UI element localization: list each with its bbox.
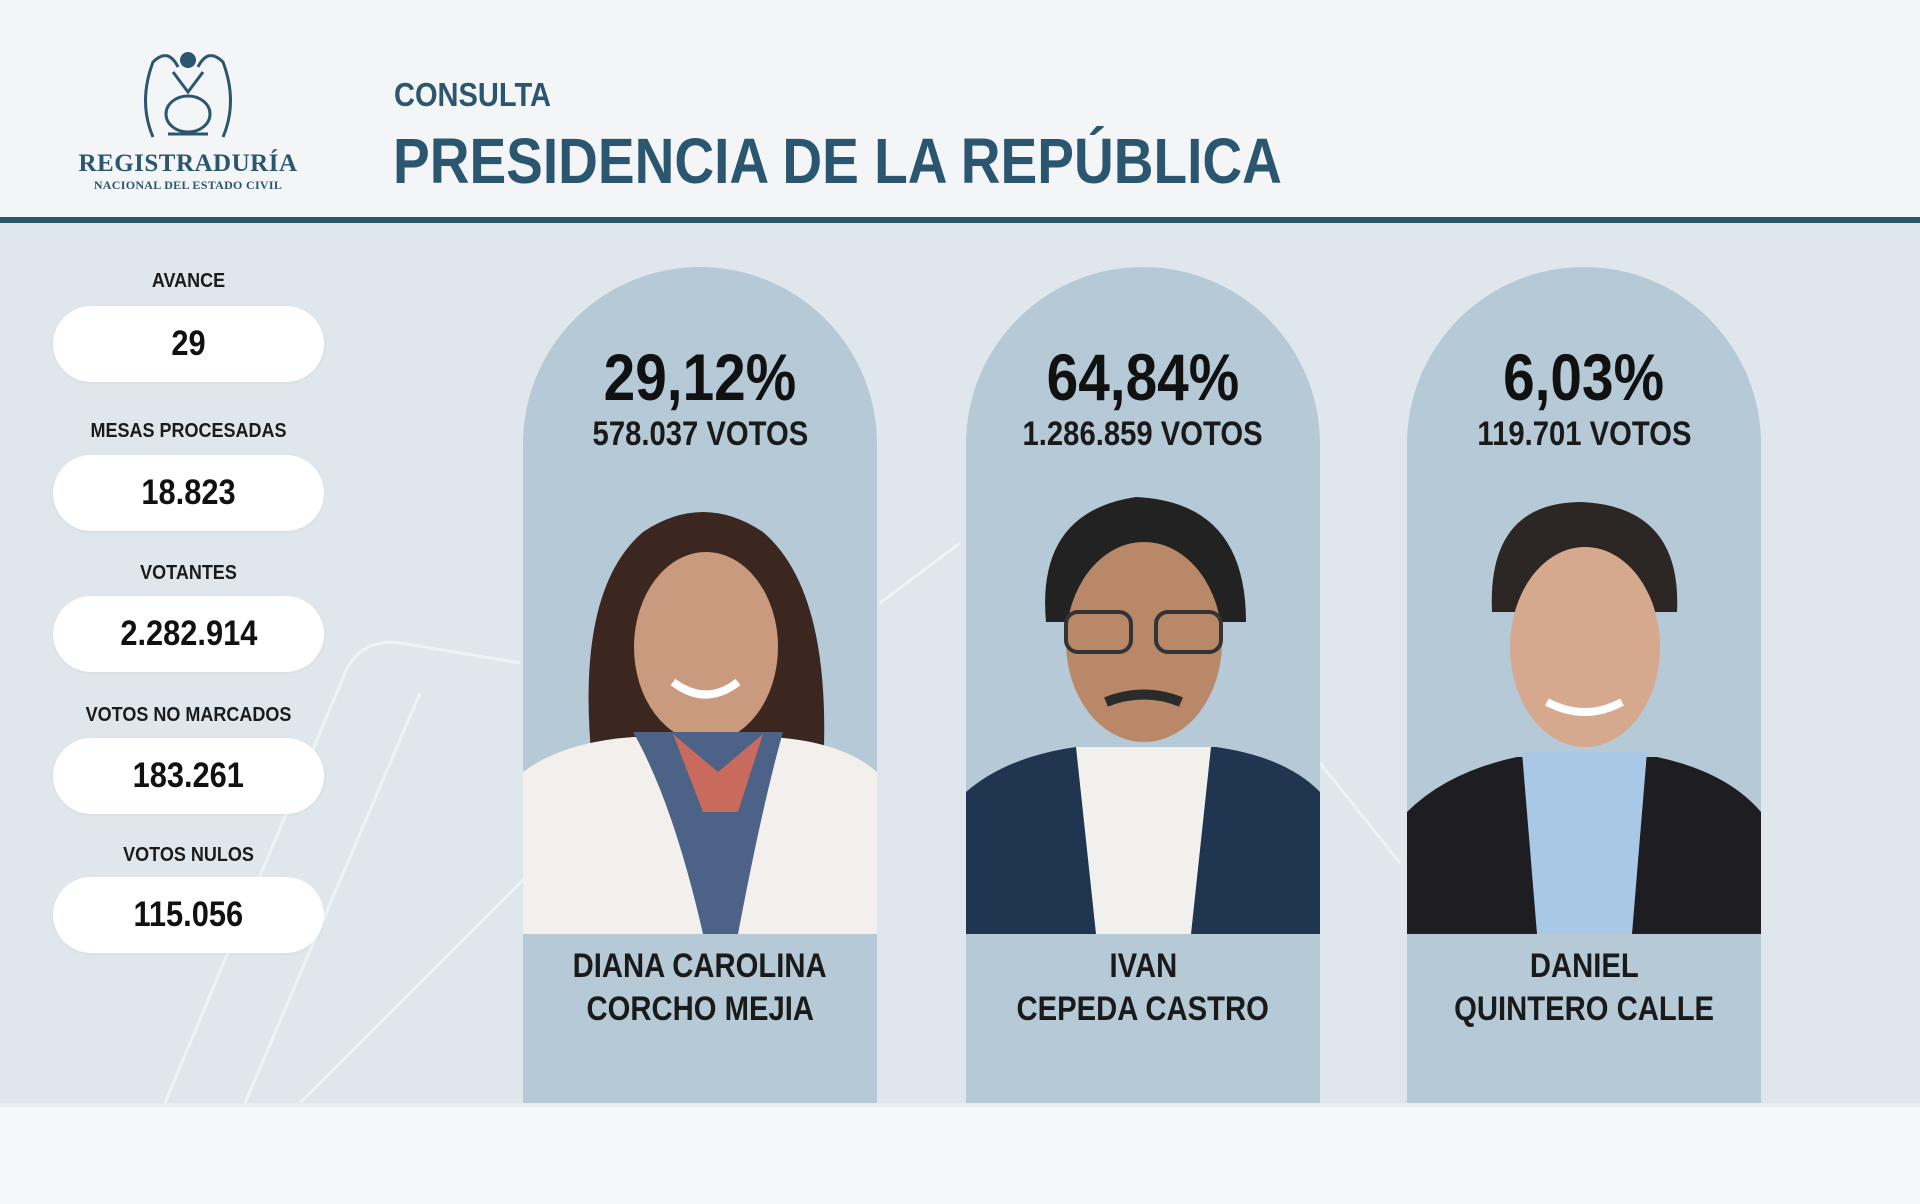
stat-value-avance: 29: [53, 306, 324, 382]
stat-value: 183.261: [132, 756, 245, 795]
candidate-name-line1: DIANA CAROLINA: [573, 947, 827, 985]
candidate-percent: 29,12%: [603, 340, 797, 414]
stat-value-mesas: 18.823: [53, 455, 324, 531]
candidate-photo: [966, 472, 1320, 934]
candidate-name-line2: QUINTERO CALLE: [1454, 990, 1714, 1028]
logo-title: REGISTRADURÍA: [78, 150, 298, 177]
registraduria-logo: REGISTRADURÍA NACIONAL DEL ESTADO CIVIL: [66, 42, 310, 193]
candidate-name-line1: DANIEL: [1529, 947, 1639, 985]
stat-value-nulos: 115.056: [53, 877, 324, 953]
candidate-card: 29,12% 578.037 VOTOS DIANA CAROLINA CORC…: [523, 267, 877, 1103]
footer-divider: [0, 1103, 1920, 1107]
stat-label-no-marcados: VOTOS NO MARCADOS: [85, 704, 292, 726]
candidate-votes: 578.037 VOTOS: [592, 415, 808, 453]
stat-label-votantes: VOTANTES: [140, 562, 237, 584]
candidate-name-line2: CEPEDA CASTRO: [1016, 990, 1270, 1028]
page-subtitle: CONSULTA: [394, 76, 552, 113]
candidate-photo: [1407, 472, 1761, 934]
candidate-card: 64,84% 1.286.859 VOTOS IVAN CEPEDA CASTR…: [966, 267, 1320, 1103]
stat-label-avance: AVANCE: [151, 270, 226, 292]
page-title: PRESIDENCIA DE LA REPÚBLICA: [393, 125, 1282, 197]
candidate-name-line2: CORCHO MEJIA: [586, 990, 814, 1028]
stat-value: 18.823: [141, 473, 236, 512]
stat-label-nulos: VOTOS NULOS: [123, 844, 254, 866]
stat-value-votantes: 2.282.914: [53, 596, 324, 672]
stat-value: 115.056: [133, 895, 244, 934]
stat-value: 2.282.914: [119, 614, 258, 653]
candidate-percent: 64,84%: [1046, 340, 1240, 414]
header-divider: [0, 217, 1920, 223]
header: [0, 0, 1920, 218]
candidate-votes: 119.701 VOTOS: [1476, 415, 1692, 453]
candidate-card: 6,03% 119.701 VOTOS DANIEL QUINTERO CALL…: [1407, 267, 1761, 1103]
logo-subtitle: NACIONAL DEL ESTADO CIVIL: [93, 178, 283, 192]
candidate-votes: 1.286.859 VOTOS: [1022, 415, 1264, 453]
stat-value: 29: [171, 324, 206, 363]
candidate-percent: 6,03%: [1503, 340, 1665, 414]
stat-value-no-marcados: 183.261: [53, 738, 324, 814]
stat-label-mesas: MESAS PROCESADAS: [90, 420, 287, 442]
candidate-name-line1: IVAN: [1109, 947, 1177, 985]
coat-of-arms-icon: [144, 52, 232, 138]
candidate-photo: [523, 472, 877, 934]
background-decoration: [163, 541, 1402, 1103]
